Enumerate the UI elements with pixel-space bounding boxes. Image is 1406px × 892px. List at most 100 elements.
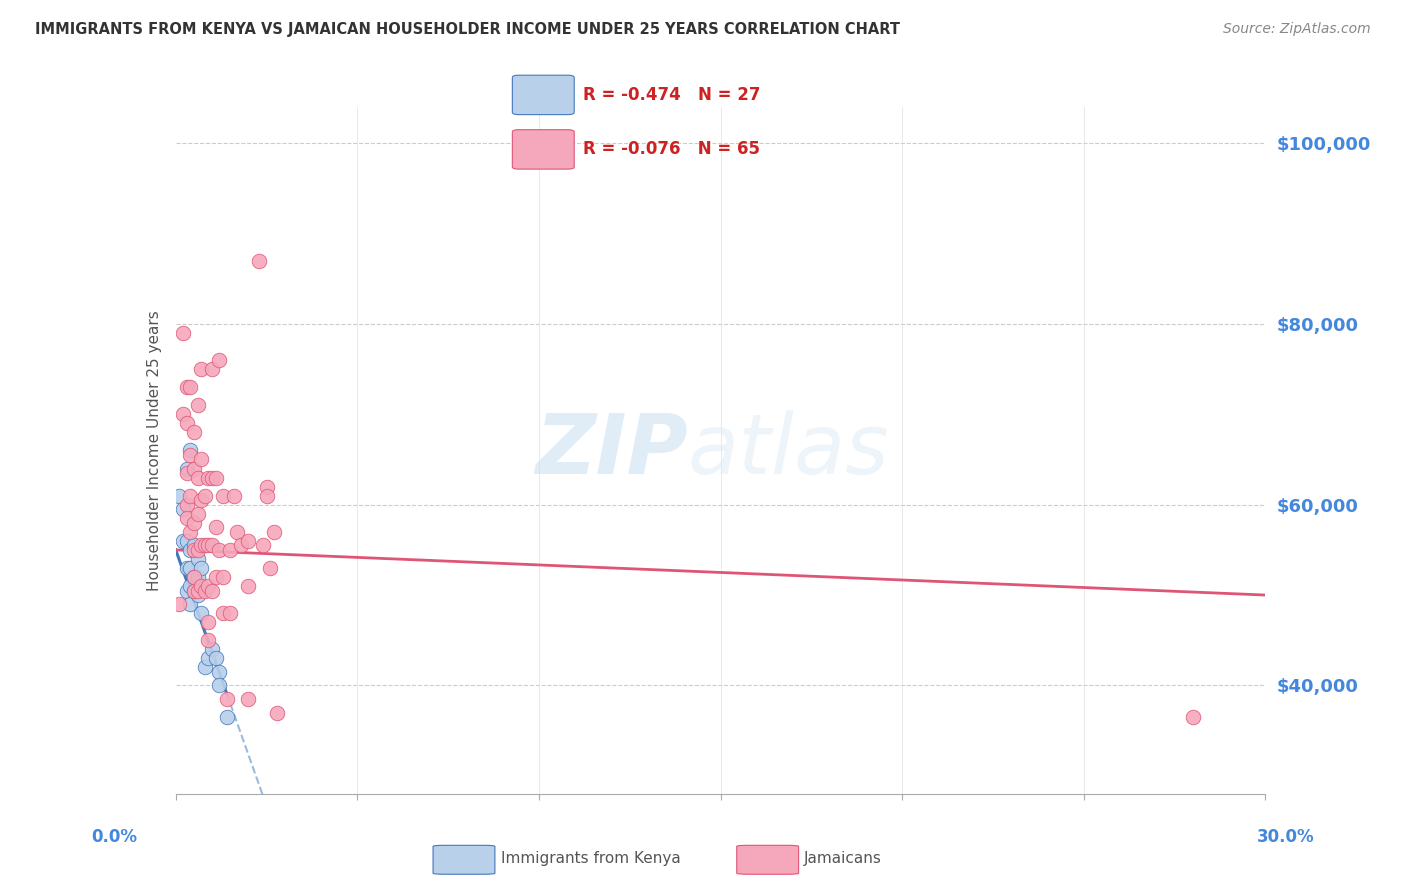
Point bbox=[219, 542, 242, 557]
Point bbox=[176, 511, 198, 525]
Point bbox=[197, 615, 219, 630]
Point bbox=[215, 710, 238, 724]
Point bbox=[222, 489, 245, 503]
Point bbox=[169, 597, 191, 611]
Point bbox=[194, 538, 217, 552]
Point bbox=[194, 660, 217, 674]
Point bbox=[186, 507, 209, 521]
Point bbox=[190, 362, 212, 376]
Point bbox=[204, 470, 226, 484]
Point bbox=[204, 570, 226, 584]
Point bbox=[179, 597, 201, 611]
Point bbox=[201, 583, 224, 598]
Point bbox=[179, 524, 201, 539]
Point bbox=[186, 588, 209, 602]
Point bbox=[183, 425, 205, 440]
Text: Immigrants from Kenya: Immigrants from Kenya bbox=[501, 851, 681, 866]
Point bbox=[186, 398, 209, 412]
Point bbox=[215, 692, 238, 706]
Point bbox=[179, 443, 201, 458]
Point bbox=[212, 606, 235, 620]
Point bbox=[183, 542, 205, 557]
Point bbox=[176, 461, 198, 475]
Point bbox=[190, 579, 212, 593]
Point bbox=[204, 651, 226, 665]
Point bbox=[197, 579, 219, 593]
Point bbox=[208, 665, 231, 679]
FancyBboxPatch shape bbox=[737, 846, 799, 874]
Point bbox=[176, 498, 198, 512]
Point bbox=[212, 489, 235, 503]
Point bbox=[186, 583, 209, 598]
Point bbox=[231, 538, 253, 552]
Point bbox=[172, 407, 194, 421]
Point bbox=[1181, 710, 1204, 724]
Point bbox=[186, 570, 209, 584]
Point bbox=[190, 538, 212, 552]
Point bbox=[190, 606, 212, 620]
Point bbox=[201, 362, 224, 376]
Point bbox=[183, 516, 205, 530]
Y-axis label: Householder Income Under 25 years: Householder Income Under 25 years bbox=[146, 310, 162, 591]
Text: R = -0.474   N = 27: R = -0.474 N = 27 bbox=[583, 86, 761, 103]
Point bbox=[256, 480, 278, 494]
FancyBboxPatch shape bbox=[433, 846, 495, 874]
Point bbox=[183, 570, 205, 584]
Point bbox=[204, 520, 226, 534]
Point bbox=[183, 583, 205, 598]
Point bbox=[197, 538, 219, 552]
Point bbox=[183, 583, 205, 598]
Point bbox=[247, 253, 270, 268]
Point bbox=[190, 561, 212, 575]
Point bbox=[176, 561, 198, 575]
Point bbox=[238, 579, 260, 593]
Point bbox=[183, 570, 205, 584]
Point bbox=[263, 524, 285, 539]
Point bbox=[176, 380, 198, 394]
Point bbox=[208, 678, 231, 692]
Text: 0.0%: 0.0% bbox=[91, 828, 138, 846]
Point bbox=[252, 538, 274, 552]
Text: 30.0%: 30.0% bbox=[1257, 828, 1315, 846]
Point bbox=[179, 561, 201, 575]
Text: atlas: atlas bbox=[688, 410, 890, 491]
Point bbox=[179, 579, 201, 593]
Point bbox=[179, 380, 201, 394]
Point bbox=[179, 489, 201, 503]
Point bbox=[226, 524, 249, 539]
FancyBboxPatch shape bbox=[512, 75, 574, 114]
Point bbox=[238, 692, 260, 706]
Point bbox=[256, 489, 278, 503]
Point bbox=[201, 470, 224, 484]
Point bbox=[183, 461, 205, 475]
Text: ZIP: ZIP bbox=[536, 410, 688, 491]
Point bbox=[190, 452, 212, 467]
Point bbox=[169, 489, 191, 503]
Point bbox=[176, 417, 198, 431]
Point bbox=[197, 470, 219, 484]
Point bbox=[176, 583, 198, 598]
Point bbox=[219, 606, 242, 620]
Text: R = -0.076   N = 65: R = -0.076 N = 65 bbox=[583, 140, 761, 159]
Point bbox=[201, 538, 224, 552]
Point bbox=[194, 583, 217, 598]
Point bbox=[266, 706, 288, 720]
Text: IMMIGRANTS FROM KENYA VS JAMAICAN HOUSEHOLDER INCOME UNDER 25 YEARS CORRELATION : IMMIGRANTS FROM KENYA VS JAMAICAN HOUSEH… bbox=[35, 22, 900, 37]
Point bbox=[186, 542, 209, 557]
Point bbox=[172, 533, 194, 548]
Point bbox=[172, 326, 194, 340]
FancyBboxPatch shape bbox=[512, 129, 574, 169]
Point bbox=[197, 633, 219, 648]
Point bbox=[238, 533, 260, 548]
Point bbox=[186, 470, 209, 484]
Point bbox=[172, 502, 194, 516]
Point bbox=[194, 489, 217, 503]
Point bbox=[201, 642, 224, 657]
Point bbox=[186, 552, 209, 566]
Point bbox=[197, 651, 219, 665]
Point bbox=[259, 561, 281, 575]
Text: Source: ZipAtlas.com: Source: ZipAtlas.com bbox=[1223, 22, 1371, 37]
Point bbox=[176, 466, 198, 480]
Point bbox=[179, 448, 201, 462]
Text: Jamaicans: Jamaicans bbox=[804, 851, 882, 866]
